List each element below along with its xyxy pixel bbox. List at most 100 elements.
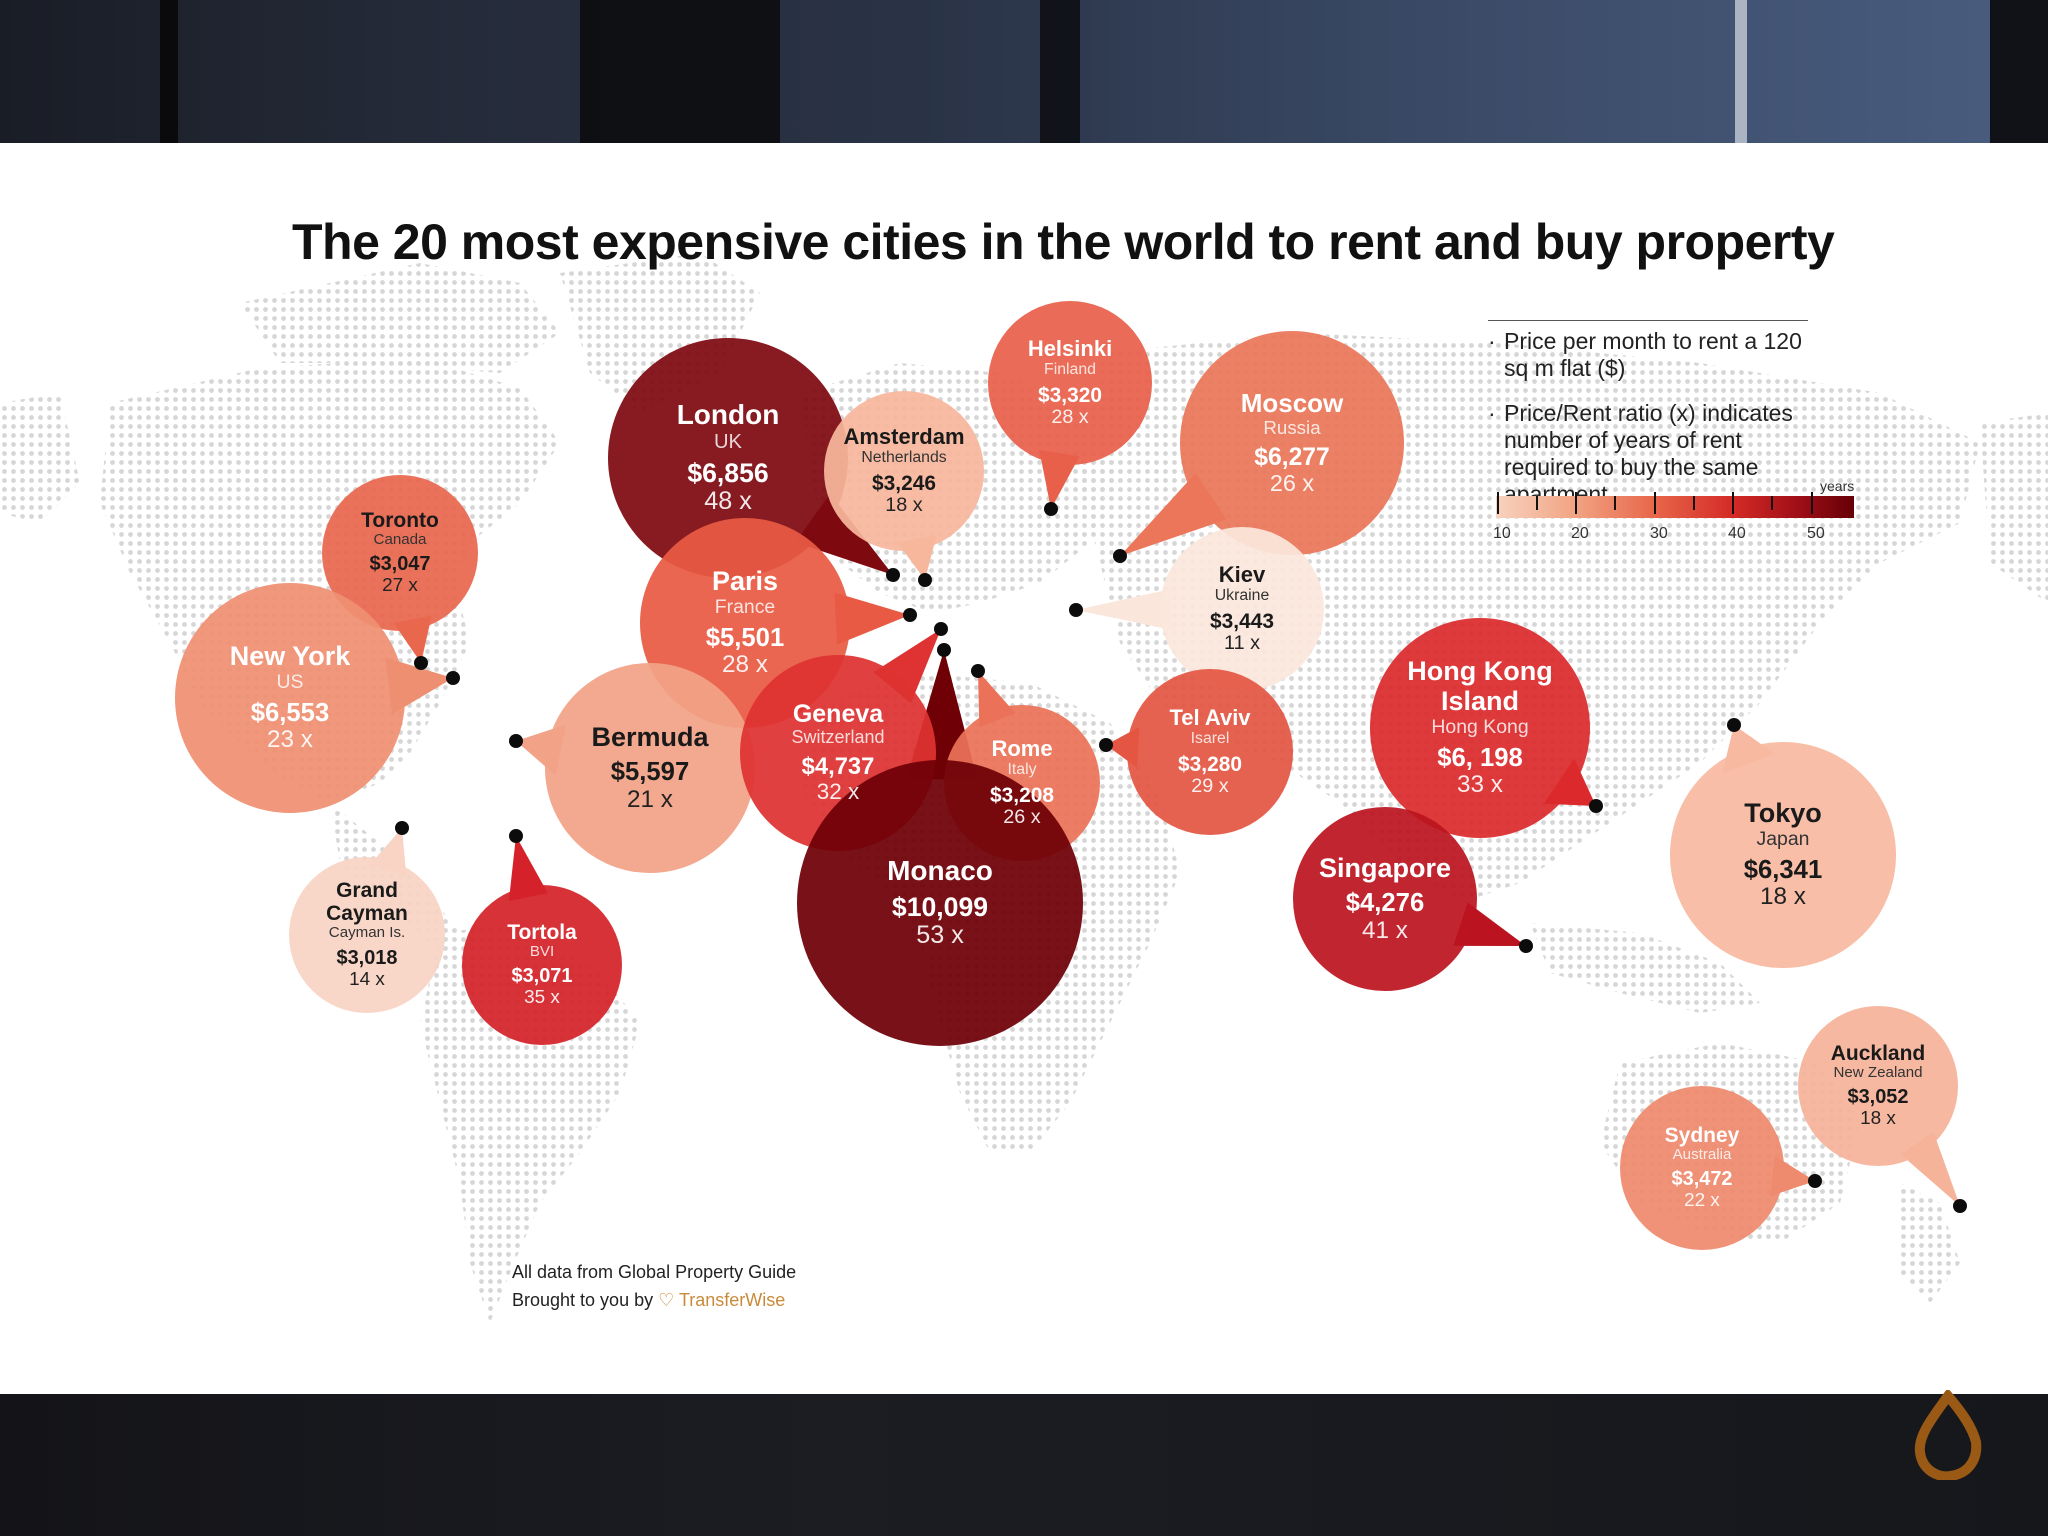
city-name: Auckland — [1830, 1041, 1926, 1065]
price-rent-ratio: 18 x — [1860, 1108, 1896, 1130]
price-rent-ratio: 29 x — [1191, 775, 1229, 798]
monthly-rent: $3,047 — [369, 553, 431, 576]
price-rent-ratio: 48 x — [704, 487, 752, 516]
bubble-pointer-paris — [834, 592, 910, 645]
city-label-tokyo: Tokyo Japan $6,341 18 x — [1687, 798, 1879, 911]
location-marker-moscow — [1113, 549, 1127, 563]
city-label-grandcayman: Grand Cayman Cayman Is. $3,018 14 x — [301, 879, 434, 991]
monthly-rent: $3,071 — [511, 965, 573, 988]
bullet-icon: · — [1488, 400, 1496, 426]
price-rent-ratio: 33 x — [1457, 771, 1503, 799]
bubble-london — [608, 338, 848, 578]
price-rent-ratio: 23 x — [267, 726, 313, 754]
monthly-rent: $3,052 — [1847, 1086, 1909, 1109]
bottom-photo-strip — [0, 1394, 2048, 1536]
city-name: Monaco — [887, 855, 993, 887]
location-marker-toronto — [414, 656, 428, 670]
location-marker-telaviv — [1099, 738, 1113, 752]
city-label-kiev: Kiev Ukraine $3,443 11 x — [1172, 562, 1311, 655]
city-label-tortola: Tortola BVI $3,071 35 x — [474, 921, 610, 1009]
city-name: Bermuda — [591, 721, 709, 752]
city-label-telaviv: Tel Aviv Isarel $3,280 29 x — [1139, 705, 1280, 798]
location-marker-singapore — [1519, 939, 1533, 953]
infographic-panel: The 20 most expensive cities in the worl… — [0, 143, 2048, 1394]
bullet-icon: · — [1488, 328, 1496, 354]
city-name: New York — [229, 641, 351, 671]
price-rent-ratio: 32 x — [816, 779, 860, 805]
monthly-rent: $3,443 — [1210, 610, 1274, 634]
monthly-rent: $3,280 — [1178, 753, 1242, 777]
background-post — [1990, 0, 2048, 143]
scale-tick-label: 30 — [1650, 525, 1668, 542]
location-marker-newyork — [446, 671, 460, 685]
city-name: Hong Kong Island — [1407, 656, 1553, 716]
country-name: BVI — [529, 942, 555, 960]
city-label-newyork: New York US $6,553 23 x — [192, 641, 388, 754]
city-name: Grand Cayman — [326, 879, 408, 926]
city-label-auckland: Auckland New Zealand $3,052 18 x — [1810, 1042, 1946, 1130]
monthly-rent: $6,856 — [687, 458, 769, 488]
bubble-singapore — [1293, 807, 1477, 991]
location-marker-sydney — [1808, 1174, 1822, 1188]
bubble-tortola — [462, 885, 622, 1045]
bubble-sydney — [1620, 1086, 1784, 1250]
city-label-helsinki: Helsinki Finland $3,320 28 x — [1000, 336, 1139, 429]
monthly-rent: $10,099 — [891, 891, 989, 922]
bubble-bermuda — [545, 663, 755, 873]
bubble-auckland — [1798, 1006, 1958, 1166]
scale-tick-mark — [1732, 492, 1734, 514]
city-label-london: London UK $6,856 48 x — [626, 399, 830, 516]
price-rent-ratio: 27 x — [382, 575, 418, 597]
location-marker-tokyo — [1727, 718, 1741, 732]
city-name: Tokyo — [1744, 798, 1822, 828]
country-name: Hong Kong — [1431, 715, 1529, 738]
location-marker-amsterdam — [918, 573, 932, 587]
bubble-moscow — [1180, 331, 1404, 555]
monthly-rent: $3,018 — [336, 947, 398, 970]
bubble-kiev — [1160, 527, 1324, 691]
price-rent-ratio: 21 x — [627, 785, 673, 813]
monthly-rent: $4,737 — [801, 753, 875, 781]
location-marker-bermuda — [509, 734, 523, 748]
bubble-newyork — [175, 583, 405, 813]
price-rent-ratio: 41 x — [1362, 916, 1408, 944]
country-name: Canada — [373, 530, 427, 548]
location-marker-tortola — [509, 829, 523, 843]
country-name: Australia — [1672, 1145, 1732, 1163]
location-marker-rome — [971, 664, 985, 678]
country-name: France — [714, 595, 776, 618]
location-marker-helsinki — [1044, 502, 1058, 516]
country-name: Netherlands — [861, 449, 947, 466]
city-label-bermuda: Bermuda $5,597 21 x — [561, 721, 740, 814]
transferwise-logo-icon: ♡ — [658, 1290, 675, 1310]
monthly-rent: $6,553 — [250, 699, 330, 728]
location-marker-hongkong — [1589, 799, 1603, 813]
monthly-rent: $6, 198 — [1437, 743, 1523, 772]
chart-title: The 20 most expensive cities in the worl… — [292, 214, 1835, 270]
location-marker-geneva — [934, 622, 948, 636]
city-name: Singapore — [1318, 852, 1452, 883]
bubble-layer — [175, 301, 1958, 1250]
monthly-rent: $3,208 — [990, 784, 1054, 808]
price-rent-ratio: 26 x — [1269, 470, 1315, 497]
city-name: Amsterdam — [843, 423, 965, 449]
price-rent-ratio: 14 x — [349, 968, 385, 990]
monthly-rent: $4,276 — [1345, 889, 1425, 918]
location-marker-auckland — [1953, 1199, 1967, 1213]
city-label-amsterdam: Amsterdam Netherlands $3,246 18 x — [836, 423, 972, 517]
city-name: London — [676, 399, 780, 431]
scale-unit: years — [1820, 478, 1855, 494]
legend-rule — [1488, 320, 1808, 321]
scale-tick-mark — [1575, 492, 1577, 514]
scale-tick-mark — [1654, 492, 1656, 514]
scale-minor-mark — [1614, 496, 1616, 510]
location-marker-kiev — [1069, 603, 1083, 617]
scale-tick-mark — [1497, 492, 1499, 514]
city-name: Moscow — [1240, 387, 1344, 418]
city-label-sydney: Sydney Australia $3,472 22 x — [1632, 1124, 1771, 1212]
legend-item-rent: · Price per month to rent a 120 sq m fla… — [1488, 328, 1802, 381]
location-marker-monaco — [937, 643, 951, 657]
country-name: Ukraine — [1214, 587, 1270, 604]
country-name: Japan — [1756, 827, 1810, 850]
credits-byline: Brought to you by — [512, 1290, 654, 1310]
